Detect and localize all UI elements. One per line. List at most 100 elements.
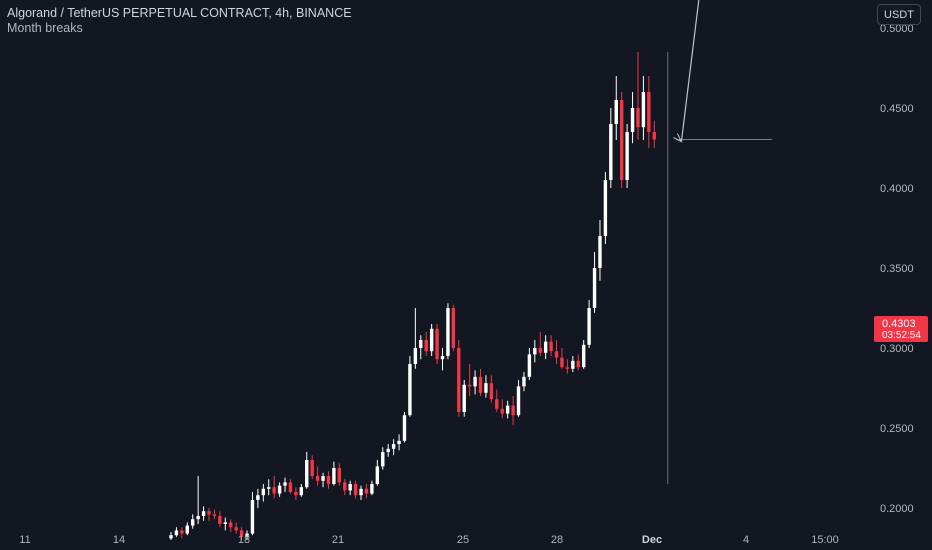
candle-body xyxy=(527,354,532,377)
candle-body xyxy=(337,468,342,483)
candle xyxy=(375,460,380,486)
candle-body xyxy=(516,386,521,416)
candle-body xyxy=(543,341,548,353)
candle-body xyxy=(218,516,222,524)
candle xyxy=(652,120,656,148)
candle-body xyxy=(603,180,608,236)
candle xyxy=(429,324,434,356)
candle-body xyxy=(609,124,613,180)
candle-body xyxy=(250,500,255,534)
candle-body xyxy=(614,100,618,124)
candle xyxy=(619,92,624,188)
candle xyxy=(223,517,227,531)
candle-body xyxy=(538,348,542,353)
price-tick-label: 0.2000 xyxy=(880,503,914,515)
candle-body xyxy=(419,340,423,348)
candle xyxy=(533,340,537,363)
candle xyxy=(283,477,287,492)
candle xyxy=(451,304,456,352)
time-tick-label: 25 xyxy=(457,534,469,546)
symbol-title[interactable]: Algorand / TetherUS PERPETUAL CONTRACT, … xyxy=(7,6,352,20)
candle-body xyxy=(533,348,537,355)
candle-body xyxy=(576,360,580,368)
currency-button[interactable]: USDT xyxy=(877,4,921,25)
candle-body xyxy=(625,132,629,180)
candle xyxy=(500,399,504,419)
candle xyxy=(538,332,542,356)
candle-body xyxy=(413,348,418,364)
candle-body xyxy=(581,344,586,368)
candle-body xyxy=(375,466,380,484)
time-axis[interactable]: 11 14 18 21 25 28 Dec 4 15:00 xyxy=(19,534,838,546)
candle-body xyxy=(554,351,559,358)
price-tick-label: 0.2500 xyxy=(880,423,914,435)
candle xyxy=(288,479,293,494)
candle-body xyxy=(386,448,390,452)
candle xyxy=(343,479,347,496)
candle-body xyxy=(283,482,287,486)
candle-body xyxy=(288,482,293,492)
candle xyxy=(359,485,363,500)
candle xyxy=(386,444,390,457)
indicator-label[interactable]: Month breaks xyxy=(7,21,83,35)
candle-body xyxy=(348,484,352,491)
candle-body xyxy=(267,487,271,489)
candle xyxy=(261,484,266,502)
candle xyxy=(212,509,217,520)
candle xyxy=(294,487,298,500)
candle-body xyxy=(326,476,331,484)
candle xyxy=(516,380,521,417)
candle xyxy=(598,220,602,281)
candle-body xyxy=(429,328,434,352)
candle xyxy=(636,52,640,140)
time-tick-label: 15:00 xyxy=(811,534,839,546)
candle xyxy=(391,439,396,456)
candle-body xyxy=(364,488,369,494)
drawings-layer xyxy=(667,0,772,484)
candle-body xyxy=(196,516,200,520)
candle-body xyxy=(424,340,428,352)
candle xyxy=(364,484,369,499)
candle xyxy=(467,364,472,396)
candle-body xyxy=(495,399,499,409)
candle xyxy=(625,124,629,188)
candle xyxy=(435,324,439,364)
candle-body xyxy=(229,522,233,528)
candle-body xyxy=(256,495,260,500)
candle xyxy=(641,76,646,140)
candle xyxy=(169,532,173,540)
candle xyxy=(239,527,244,540)
candle-body xyxy=(321,476,325,481)
candle-body xyxy=(207,511,211,515)
time-tick-label: 21 xyxy=(332,534,344,546)
candle-body xyxy=(446,308,450,356)
candle xyxy=(201,506,206,521)
time-tick-label: 18 xyxy=(238,534,250,546)
candle-body xyxy=(598,236,602,268)
candle-body xyxy=(484,383,488,393)
candle xyxy=(484,375,488,398)
candle-body xyxy=(191,519,195,526)
candle-body xyxy=(565,367,570,369)
candle xyxy=(440,348,445,371)
candle xyxy=(522,372,526,392)
candle-body xyxy=(592,268,597,308)
candle xyxy=(511,396,515,425)
price-tick-label: 0.4500 xyxy=(880,103,914,115)
candle xyxy=(560,348,564,369)
candle xyxy=(305,452,309,489)
candle-body xyxy=(381,452,385,467)
price-axis[interactable]: 0.2000 0.2500 0.3000 0.3500 0.4000 0.4500 0.50… xyxy=(880,0,914,515)
candle-body xyxy=(353,484,358,496)
candle xyxy=(245,530,249,540)
candle-body xyxy=(489,383,494,400)
time-tick-label: Dec xyxy=(642,534,662,546)
candle xyxy=(565,359,570,374)
candle xyxy=(185,522,189,536)
candle-body xyxy=(511,405,515,416)
candle xyxy=(315,466,320,486)
candle-body xyxy=(332,468,336,484)
candle xyxy=(207,508,211,521)
candle xyxy=(478,368,483,396)
